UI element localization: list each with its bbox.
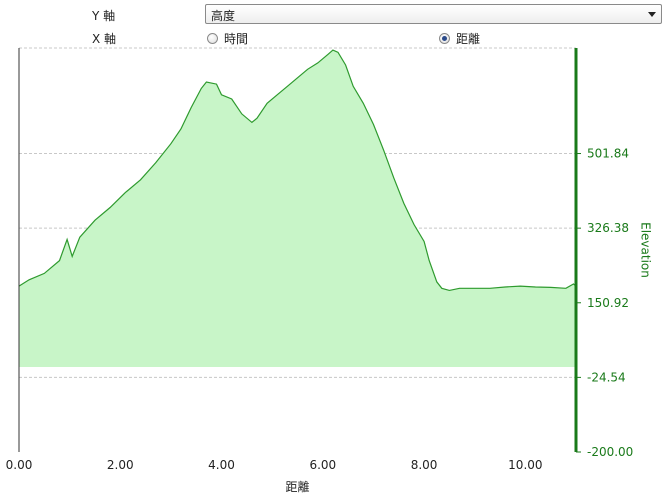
y-axis-select[interactable]: 高度 xyxy=(205,4,662,24)
radio-time-button[interactable] xyxy=(207,33,218,44)
x-tick-label: 0.00 xyxy=(6,458,33,472)
y-tick-label: -200.00 xyxy=(587,445,633,459)
x-tick-label: 10.00 xyxy=(508,458,542,472)
x-tick-label: 2.00 xyxy=(107,458,134,472)
y-axis-title: Elevation xyxy=(639,222,653,278)
x-axis-label: X 軸 xyxy=(92,32,117,46)
radio-time-label: 時間 xyxy=(224,32,249,46)
x-tick-label: 6.00 xyxy=(309,458,336,472)
y-tick-label: 150.92 xyxy=(587,296,629,310)
elevation-area xyxy=(19,50,576,367)
radio-distance[interactable]: 距離 xyxy=(439,30,480,47)
y-tick-label: -24.54 xyxy=(587,370,626,384)
x-tick-label: 8.00 xyxy=(411,458,438,472)
y-axis-label: Y 軸 xyxy=(92,9,116,23)
elevation-line xyxy=(18,49,577,292)
x-tick-label: 4.00 xyxy=(208,458,235,472)
x-axis-title: 距離 xyxy=(285,480,309,494)
radio-distance-label: 距離 xyxy=(456,32,481,46)
radio-distance-button[interactable] xyxy=(439,33,450,44)
y-axis-select-value: 高度 xyxy=(211,9,236,23)
radio-time[interactable]: 時間 xyxy=(207,30,248,47)
chevron-down-icon xyxy=(648,12,656,17)
y-tick-label: 326.38 xyxy=(587,221,629,235)
y-tick-label: 501.84 xyxy=(587,147,629,161)
